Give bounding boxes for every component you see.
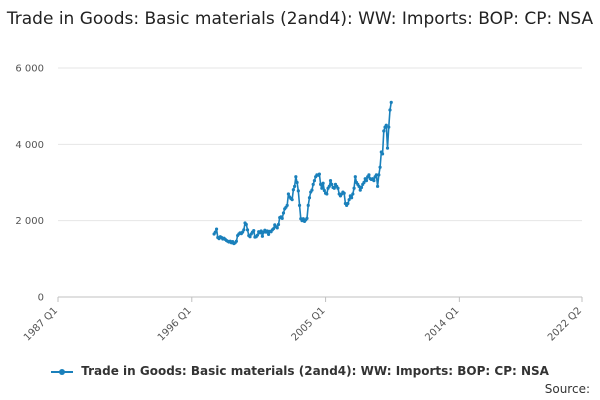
data-point[interactable] bbox=[248, 235, 252, 239]
x-tick-label: 2005 Q1 bbox=[290, 305, 328, 343]
data-point[interactable] bbox=[389, 100, 393, 104]
data-point[interactable] bbox=[372, 178, 376, 183]
data-point[interactable] bbox=[301, 217, 305, 221]
data-point[interactable] bbox=[317, 172, 321, 176]
data-point[interactable] bbox=[388, 108, 392, 112]
data-point[interactable] bbox=[336, 186, 340, 190]
data-point[interactable] bbox=[307, 196, 312, 200]
y-tick-label: 2 000 bbox=[15, 216, 44, 227]
data-point[interactable] bbox=[312, 178, 317, 183]
data-point[interactable] bbox=[378, 165, 382, 169]
data-point[interactable] bbox=[376, 184, 380, 188]
data-point[interactable] bbox=[362, 180, 366, 185]
y-tick-label: 4 000 bbox=[15, 140, 44, 151]
data-point[interactable] bbox=[382, 129, 386, 133]
data-point[interactable] bbox=[286, 192, 291, 196]
data-point[interactable] bbox=[234, 239, 238, 243]
data-point[interactable] bbox=[281, 211, 286, 215]
data-point[interactable] bbox=[275, 226, 279, 230]
data-point[interactable] bbox=[260, 234, 264, 238]
y-axis: 0 2 000 4 000 6 000 bbox=[15, 64, 44, 304]
legend[interactable]: Trade in Goods: Basic materials (2and4):… bbox=[0, 364, 600, 378]
data-point[interactable] bbox=[244, 222, 248, 227]
series-layer bbox=[212, 100, 393, 246]
legend-series-swatch-icon bbox=[51, 366, 74, 378]
data-point[interactable] bbox=[374, 173, 378, 177]
data-point[interactable] bbox=[387, 125, 391, 129]
data-point[interactable] bbox=[330, 182, 334, 187]
data-point[interactable] bbox=[310, 188, 314, 192]
data-point[interactable] bbox=[347, 198, 351, 202]
data-point[interactable] bbox=[295, 180, 299, 185]
data-point[interactable] bbox=[242, 228, 246, 232]
data-point[interactable] bbox=[265, 229, 269, 233]
data-point[interactable] bbox=[213, 230, 217, 234]
data-point[interactable] bbox=[297, 203, 302, 207]
legend-series-label: Trade in Goods: Basic materials (2and4):… bbox=[81, 364, 549, 378]
y-tick-label: 0 bbox=[38, 293, 44, 304]
data-point[interactable] bbox=[364, 178, 369, 183]
data-point[interactable] bbox=[322, 188, 326, 193]
data-point[interactable] bbox=[320, 186, 324, 190]
x-tick-label: 2022 Q2 bbox=[546, 305, 584, 343]
data-point[interactable] bbox=[349, 196, 354, 200]
data-point[interactable] bbox=[305, 216, 309, 220]
data-point[interactable] bbox=[332, 186, 336, 190]
gridlines bbox=[58, 67, 582, 222]
x-tick-label: 1996 Q1 bbox=[156, 305, 194, 343]
source-label: Source: bbox=[544, 382, 590, 396]
data-point[interactable] bbox=[327, 184, 331, 188]
data-point[interactable] bbox=[325, 192, 329, 196]
data-point[interactable] bbox=[306, 203, 310, 207]
data-point[interactable] bbox=[351, 192, 355, 196]
data-point[interactable] bbox=[285, 203, 289, 207]
data-point[interactable] bbox=[385, 146, 390, 150]
data-point[interactable] bbox=[271, 227, 276, 231]
data-point[interactable] bbox=[259, 229, 263, 233]
data-point[interactable] bbox=[280, 216, 284, 220]
series-line bbox=[213, 102, 393, 245]
data-point[interactable] bbox=[311, 182, 315, 187]
data-point[interactable] bbox=[367, 173, 371, 177]
x-tick-label: 2014 Q1 bbox=[423, 305, 461, 343]
data-point[interactable] bbox=[296, 189, 300, 193]
data-point[interactable] bbox=[290, 198, 294, 202]
x-tick-label: 1987 Q1 bbox=[22, 305, 60, 343]
data-point[interactable] bbox=[293, 184, 297, 188]
data-point[interactable] bbox=[352, 186, 356, 190]
data-point[interactable] bbox=[380, 152, 385, 156]
data-point[interactable] bbox=[328, 178, 333, 183]
data-point[interactable] bbox=[321, 181, 325, 185]
data-point[interactable] bbox=[291, 188, 295, 192]
data-point[interactable] bbox=[358, 188, 362, 192]
x-axis: 1987 Q1 1996 Q1 2005 Q1 2014 Q1 2022 Q2 bbox=[22, 296, 584, 343]
data-point[interactable] bbox=[294, 175, 298, 179]
y-tick-label: 6 000 bbox=[15, 64, 44, 75]
data-point[interactable] bbox=[276, 222, 281, 227]
data-point[interactable] bbox=[252, 228, 256, 233]
chart-title: Trade in Goods: Basic materials (2and4):… bbox=[6, 9, 594, 29]
data-point[interactable] bbox=[359, 185, 364, 190]
data-point[interactable] bbox=[357, 184, 361, 188]
data-point[interactable] bbox=[377, 173, 381, 177]
data-point[interactable] bbox=[245, 228, 250, 232]
data-point[interactable] bbox=[353, 175, 357, 179]
data-point[interactable] bbox=[214, 227, 219, 231]
data-point[interactable] bbox=[342, 191, 346, 195]
data-point[interactable] bbox=[319, 182, 323, 187]
data-point[interactable] bbox=[266, 232, 271, 237]
data-point[interactable] bbox=[384, 123, 388, 127]
data-point[interactable] bbox=[346, 201, 350, 206]
data-point[interactable] bbox=[255, 233, 260, 237]
